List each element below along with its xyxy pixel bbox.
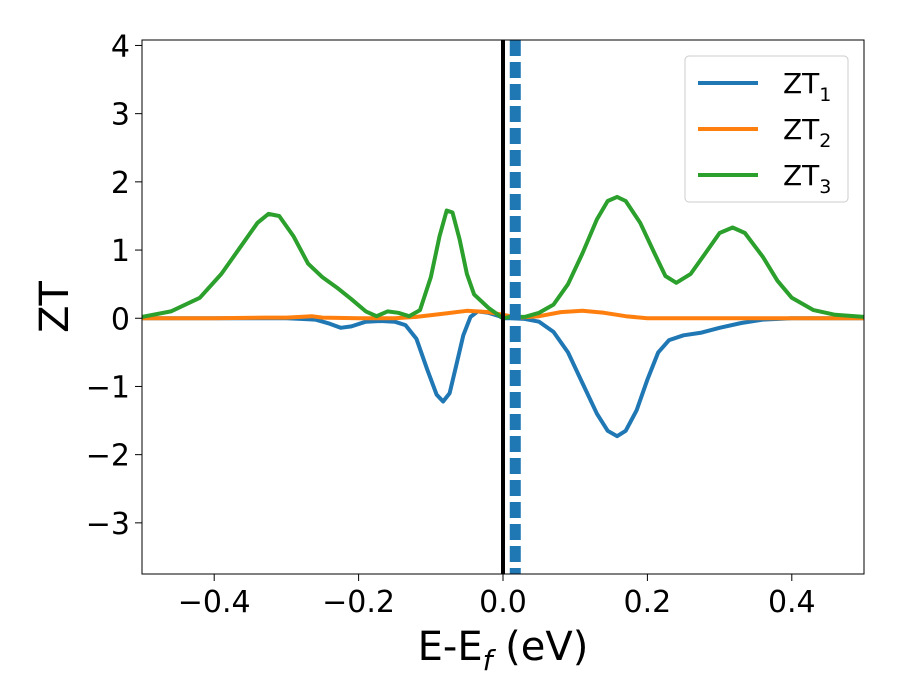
y-tick-label: −1 — [86, 370, 130, 405]
legend: ZT1 ZT2 ZT3 — [684, 55, 849, 203]
series-line-zt2 — [142, 308, 864, 321]
x-tick-label: 0.4 — [768, 585, 816, 620]
legend-label-zt1: ZT1 — [783, 67, 831, 106]
x-axis: −0.4 −0.2 0.0 0.2 0.4 — [178, 574, 816, 620]
x-tick-label: −0.4 — [178, 585, 251, 620]
y-axis: −3 −2 −1 0 1 2 3 4 — [86, 29, 142, 542]
y-axis-label: ZT — [32, 281, 78, 333]
legend-box — [684, 55, 849, 203]
legend-label-zt3: ZT3 — [783, 159, 831, 198]
y-tick-label: −3 — [86, 507, 130, 542]
x-axis-label-suffix: (eV) — [492, 624, 588, 670]
y-tick-label: 3 — [111, 98, 130, 133]
x-tick-label: −0.2 — [322, 585, 395, 620]
y-tick-label: 0 — [111, 302, 130, 337]
series-line-zt3 — [142, 194, 864, 321]
legend-label-zt2: ZT2 — [783, 113, 831, 152]
x-tick-label: 0.0 — [479, 585, 527, 620]
y-tick-label: 1 — [111, 234, 130, 269]
plot-area — [142, 40, 864, 574]
x-tick-label: 0.2 — [624, 585, 672, 620]
x-axis-label-main: E-E — [418, 624, 483, 670]
y-tick-label: −2 — [86, 439, 130, 474]
x-axis-label: E-Ef (eV) — [418, 624, 589, 677]
y-tick-label: 4 — [111, 29, 130, 64]
y-tick-label: 2 — [111, 166, 130, 201]
